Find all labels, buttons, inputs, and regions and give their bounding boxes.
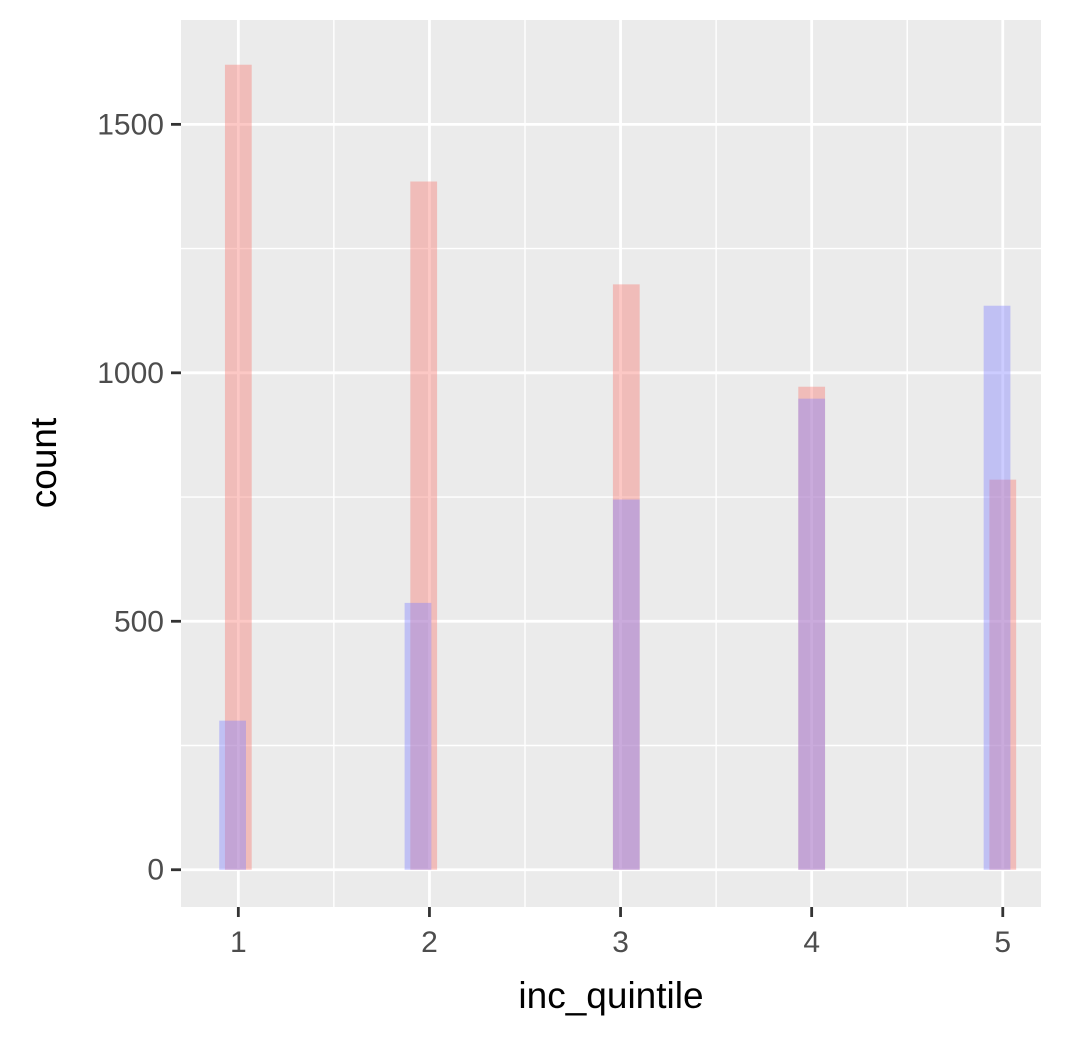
plot-panel [181, 20, 1041, 907]
x-tick-label: 1 [230, 926, 247, 959]
x-axis-title: inc_quintile [518, 975, 703, 1016]
bar-series-2-1 [219, 720, 246, 870]
bar-series-1-1 [224, 64, 252, 870]
y-axis-title: count [23, 417, 64, 508]
y-tick-label: 500 [114, 605, 164, 638]
x-tick-label: 2 [421, 926, 438, 959]
bar-series-2-4 [798, 398, 826, 870]
y-tick-label: 1500 [97, 108, 164, 141]
grid-major [181, 20, 1041, 907]
y-tick-label: 1000 [97, 357, 164, 390]
bar-series-1-2 [410, 181, 438, 870]
y-axis: 0 500 1000 1500 [97, 108, 181, 887]
bar-series-2-3 [612, 499, 640, 870]
grid-minor [181, 20, 1041, 907]
x-tick-label: 3 [612, 926, 629, 959]
bars [219, 64, 1017, 870]
y-tick-label: 0 [147, 854, 164, 887]
bar-series-1-5 [989, 479, 1017, 870]
x-axis: 1 2 3 4 5 [230, 907, 1011, 959]
bar-series-1-4 [798, 386, 826, 870]
bar-series-1-3 [612, 284, 640, 870]
bar-series-2-5 [983, 305, 1011, 870]
bar-series-2-2 [404, 602, 432, 870]
x-tick-label: 5 [994, 926, 1011, 959]
x-tick-label: 4 [803, 926, 820, 959]
